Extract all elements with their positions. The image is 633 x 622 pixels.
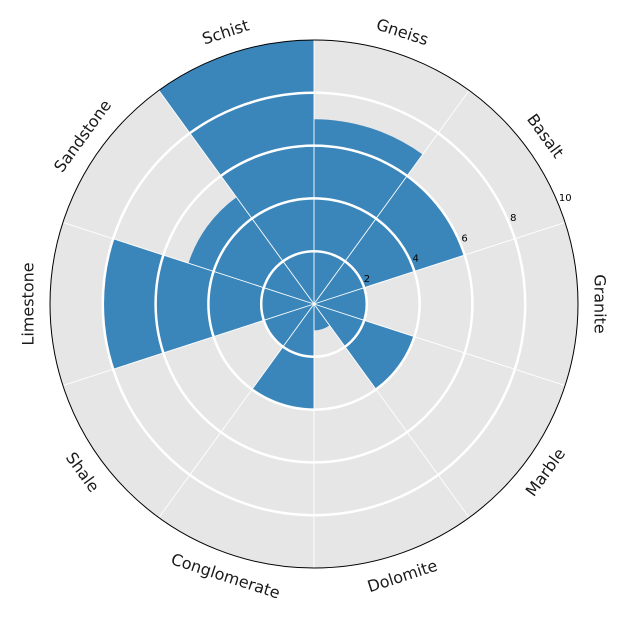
radial-tick-label: 10	[559, 193, 572, 204]
bar-dolomite	[314, 304, 330, 331]
radial-tick-label: 8	[510, 213, 516, 224]
radial-gridline	[207, 197, 421, 411]
bar-sandstone	[188, 197, 314, 304]
bar-marble	[314, 304, 415, 390]
bar-conglomerate	[251, 304, 314, 410]
radial-gridline	[259, 249, 369, 359]
gridlines	[49, 39, 579, 569]
radial-tick-labels: 2 4 6 8 10	[364, 193, 572, 285]
angular-gridline	[62, 221, 315, 305]
category-label-dolomite: Dolomite	[365, 556, 440, 596]
category-label-shale: Shale	[62, 449, 103, 496]
angular-gridline	[158, 90, 315, 305]
radial-gridline	[154, 144, 474, 464]
bar-granite	[314, 287, 367, 321]
radial-gridline	[101, 91, 527, 517]
angular-gridline	[158, 303, 315, 518]
angular-gridline	[313, 221, 566, 305]
bar-shale	[263, 304, 314, 347]
radial-tick-label: 2	[364, 274, 370, 285]
radial-tick-label: 4	[413, 254, 419, 265]
radial-tick-label: 6	[461, 233, 467, 244]
bar-basalt	[314, 175, 465, 304]
bar-schist	[158, 39, 314, 304]
angular-gridline	[313, 303, 566, 387]
angular-gridline	[313, 90, 470, 305]
category-label-granite: Granite	[591, 274, 610, 333]
category-label-limestone: Limestone	[19, 262, 38, 345]
angular-gridline	[62, 303, 315, 387]
category-label-gneiss: Gneiss	[374, 15, 431, 50]
angular-gridline	[313, 303, 470, 518]
category-label-schist: Schist	[200, 16, 252, 49]
polar-frame	[49, 39, 579, 569]
